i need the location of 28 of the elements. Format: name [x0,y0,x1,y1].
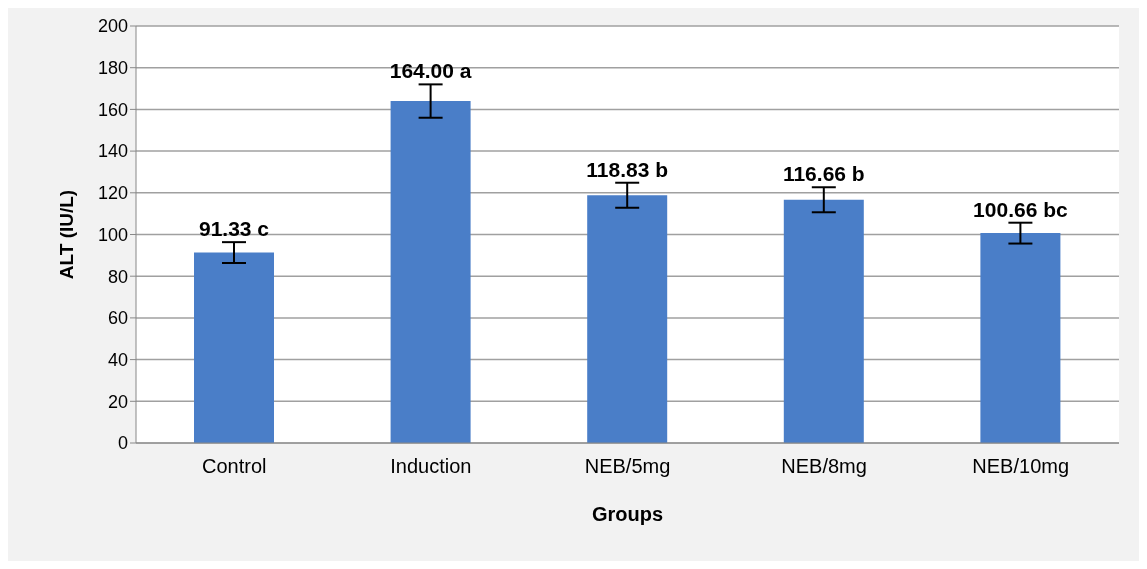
y-tick-label: 180 [97,58,128,79]
x-tick-label: Induction [390,455,472,478]
bar [587,195,668,443]
y-tick-label: 60 [107,308,128,329]
y-tick-label: 0 [117,433,128,454]
x-axis-title: Groups [591,503,664,525]
x-tick-label: Control [202,455,267,478]
y-tick-label: 160 [97,99,128,120]
y-axis-title: ALT (IU/L) [55,189,77,280]
data-label: 91.33 c [198,217,270,241]
x-tick-label: NEB/5mg [584,455,671,478]
data-label: 116.66 b [782,162,865,186]
bar [390,101,471,443]
x-tick-label: NEB/10mg [972,455,1070,478]
y-tick-label: 80 [107,266,128,287]
y-tick-label: 200 [97,16,128,37]
bar [783,199,864,443]
bar [980,233,1061,443]
x-tick-label: NEB/8mg [781,455,867,478]
bar [194,252,274,443]
data-label: 164.00 a [389,59,472,83]
y-tick-label: 140 [97,141,128,162]
y-tick-label: 20 [107,391,128,412]
y-tick-label: 120 [97,183,128,204]
data-label: 100.66 bc [973,197,1068,221]
y-tick-label: 100 [97,224,128,245]
data-label: 118.83 b [586,157,669,181]
y-tick-label: 40 [107,349,128,370]
